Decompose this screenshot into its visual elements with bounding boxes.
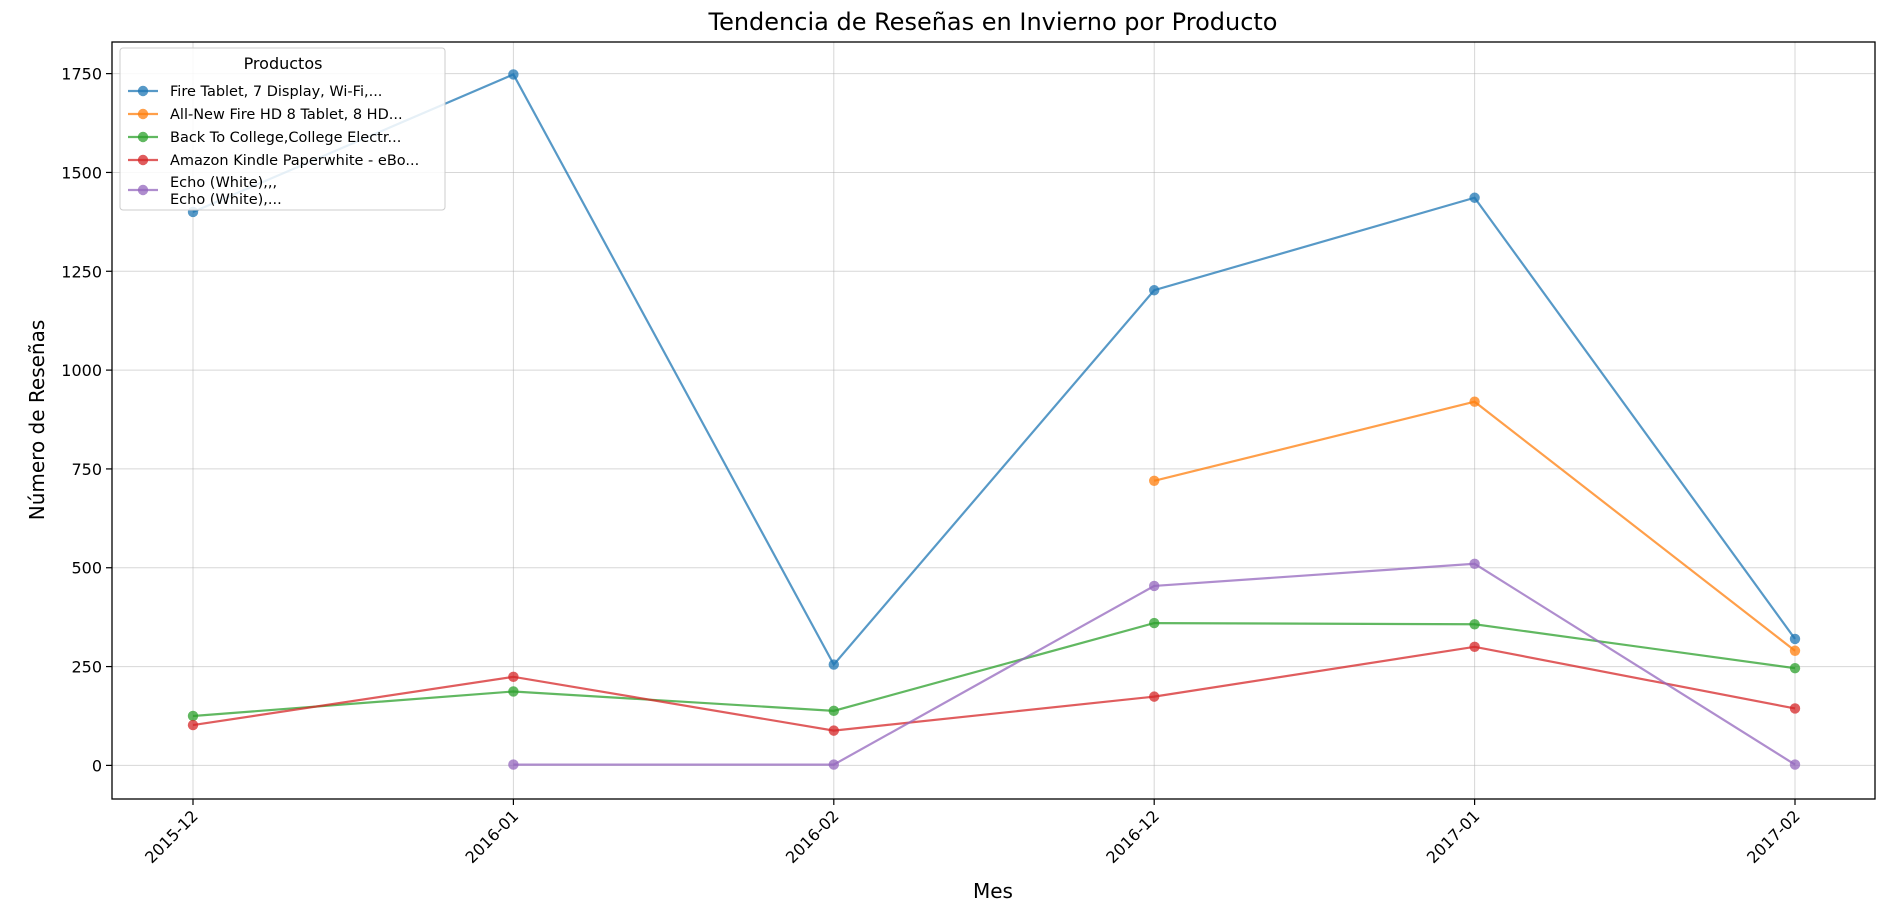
series-line: [192, 645, 1796, 732]
y-tick-label: 750: [71, 460, 102, 479]
legend-item: Fire Tablet, 7 Display, Wi-Fi,...: [128, 84, 382, 100]
legend-label: Back To College,College Electr...: [170, 130, 401, 146]
legend-label: Fire Tablet, 7 Display, Wi-Fi,...: [170, 84, 382, 100]
legend-item: Amazon Kindle Paperwhite - eBo...: [128, 153, 419, 169]
x-tick-label: 2016-01: [462, 806, 523, 867]
data-point: [1149, 691, 1160, 702]
series-3: [187, 617, 1801, 722]
series-line: [192, 621, 1796, 718]
legend-label: Echo (White),,, Echo (White),...: [170, 175, 282, 208]
data-point: [508, 759, 519, 770]
legend-item: All-New Fire HD 8 Tablet, 8 HD...: [128, 107, 403, 123]
legend-marker: [137, 108, 149, 120]
series-1: [187, 69, 1801, 670]
data-point: [1469, 641, 1480, 653]
data-point: [1469, 558, 1480, 569]
data-point: [1789, 633, 1801, 645]
series-layer: [187, 69, 1801, 770]
data-point: [187, 710, 199, 722]
x-tick-label: 2017-01: [1423, 806, 1484, 867]
legend-item: Back To College,College Electr...: [128, 130, 401, 146]
plot-frame: [111, 41, 1876, 800]
x-tick-label: 2016-12: [1102, 806, 1163, 867]
legend: Productos Fire Tablet, 7 Display, Wi-Fi,…: [119, 47, 446, 211]
y-tick-label: 250: [71, 658, 102, 677]
data-point: [1789, 662, 1801, 674]
data-point: [1789, 759, 1801, 770]
y-tick-label: 1000: [61, 361, 102, 380]
y-tick-label: 1500: [61, 163, 102, 182]
legend-marker: [137, 85, 149, 97]
chart-title: Tendencia de Reseñas en Invierno por Pro…: [707, 8, 1277, 36]
data-point: [1149, 475, 1160, 486]
y-axis-label: Número de Reseñas: [25, 320, 49, 521]
data-point: [828, 659, 839, 670]
y-tick-label: 0: [92, 756, 102, 775]
y-tick-label: 1750: [61, 65, 102, 84]
data-point: [1469, 396, 1480, 407]
data-point: [508, 686, 519, 697]
data-point: [1149, 617, 1160, 629]
legend-marker: [137, 184, 149, 196]
data-point: [1789, 645, 1801, 656]
data-point: [1149, 285, 1160, 296]
x-tick-label: 2015-12: [141, 806, 202, 867]
series-2: [1149, 396, 1801, 656]
data-point: [187, 719, 199, 731]
legend-items: Fire Tablet, 7 Display, Wi-Fi,... All-New…: [128, 84, 419, 208]
data-point: [508, 69, 519, 80]
data-point: [1469, 192, 1480, 203]
legend-box: [119, 47, 446, 211]
y-tick-label: 500: [71, 559, 102, 578]
x-axis-label: Mes: [973, 879, 1013, 903]
legend-label: All-New Fire HD 8 Tablet, 8 HD...: [170, 107, 403, 123]
x-tick-label: 2017-02: [1743, 806, 1804, 867]
legend-title: Productos: [244, 54, 323, 73]
series-5: [508, 558, 1801, 770]
data-point: [1149, 580, 1160, 592]
y-tick-label: 1250: [61, 262, 102, 281]
legend-marker: [137, 154, 149, 166]
x-tick-label: 2016-02: [782, 806, 843, 867]
data-point: [1789, 703, 1801, 714]
data-point: [828, 725, 839, 736]
data-point: [828, 705, 839, 717]
series-4: [187, 641, 1801, 736]
data-point: [1469, 619, 1480, 630]
data-point: [508, 671, 519, 683]
data-point: [828, 759, 839, 770]
legend-marker: [137, 131, 149, 143]
series-line: [192, 73, 1796, 667]
legend-label: Amazon Kindle Paperwhite - eBo...: [170, 153, 419, 169]
legend-item: Echo (White),,, Echo (White),...: [128, 175, 282, 208]
